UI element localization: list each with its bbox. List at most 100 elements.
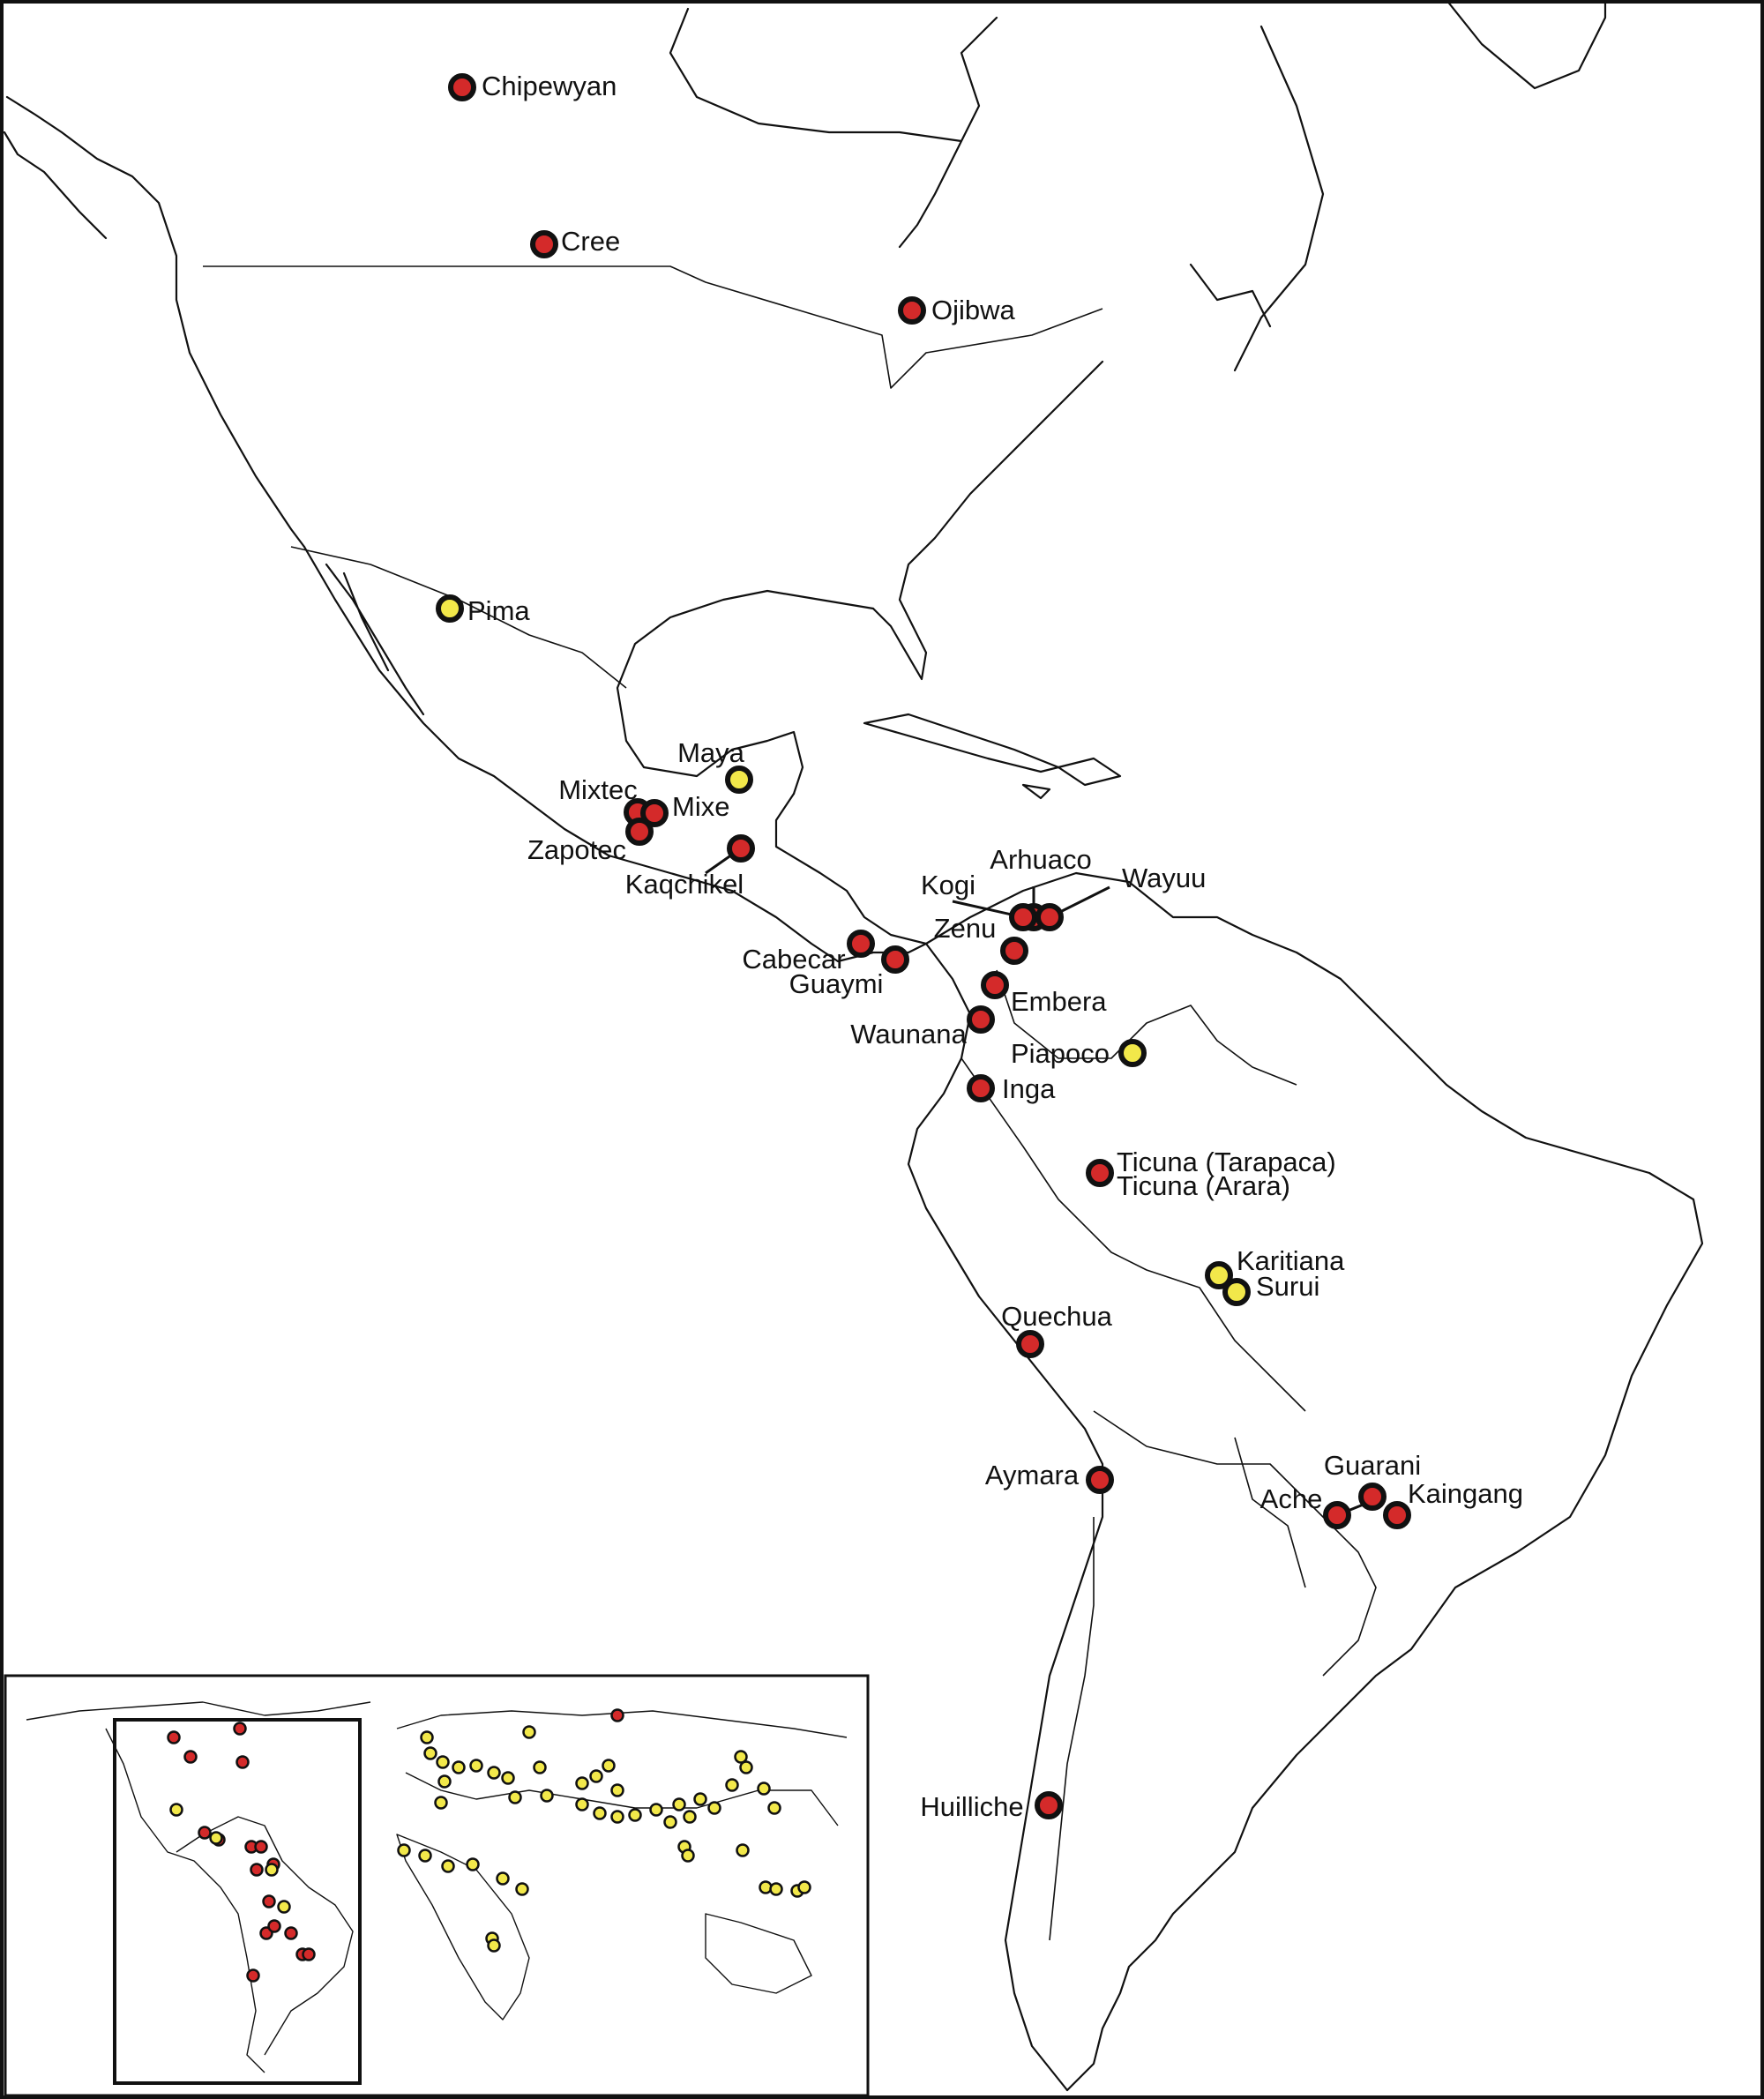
inset-point-yellow [734, 1750, 748, 1764]
inset-point-yellow [469, 1759, 483, 1773]
inset-point-yellow [418, 1849, 432, 1863]
label-wayuu: Wayuu [1122, 863, 1206, 893]
inset-point-red [262, 1894, 276, 1909]
inset-point-red [267, 1919, 281, 1933]
label-cree: Cree [561, 226, 620, 257]
coastlines [3, 0, 1704, 2092]
inset-point-red [610, 1708, 624, 1722]
inset-point-yellow [487, 1766, 501, 1780]
inset-point-yellow [725, 1778, 739, 1792]
inset-point-red [167, 1730, 181, 1744]
inset-world-map [4, 1674, 870, 2097]
inset-point-yellow [610, 1810, 624, 1824]
marker-mixe [640, 799, 669, 827]
inset-point-yellow [736, 1843, 750, 1857]
inset-point-yellow [496, 1871, 510, 1886]
inset-point-yellow [649, 1803, 663, 1817]
inset-point-yellow [693, 1792, 707, 1806]
marker-kaingang [1383, 1501, 1411, 1529]
inset-point-yellow [602, 1759, 616, 1773]
inset-point-yellow [501, 1771, 515, 1785]
label-kaqchikel: Kaqchikel [625, 869, 744, 900]
inset-point-yellow [277, 1900, 291, 1914]
marker-ticuna-tarapaca [1086, 1159, 1114, 1187]
inset-point-yellow [707, 1801, 721, 1815]
inset-highlight-box [113, 1718, 362, 2085]
inset-point-yellow [487, 1938, 501, 1953]
marker-zapotec [625, 818, 654, 846]
inset-point-yellow [769, 1882, 783, 1896]
marker-chipewyan [448, 73, 476, 101]
inset-point-yellow [466, 1857, 480, 1871]
inset-point-yellow [589, 1769, 603, 1783]
inset-point-yellow [739, 1760, 753, 1774]
marker-kogi [1009, 903, 1037, 931]
inset-point-yellow [757, 1782, 771, 1796]
marker-embera [981, 971, 1009, 999]
label-aymara: Aymara [985, 1460, 1080, 1490]
marker-waunana [967, 1005, 995, 1034]
label-guarani: Guarani [1324, 1450, 1421, 1481]
marker-inga [967, 1074, 995, 1102]
inset-point-yellow [683, 1810, 697, 1824]
inset-point-yellow [663, 1815, 677, 1829]
label-quechua: Quechua [1001, 1301, 1113, 1332]
inset-point-yellow [437, 1774, 452, 1789]
marker-quechua [1016, 1330, 1044, 1358]
inset-point-yellow [397, 1843, 411, 1857]
inset-point-red [198, 1826, 212, 1840]
marker-cabecar [847, 930, 875, 958]
inset-point-yellow [169, 1803, 183, 1817]
marker-aymara [1086, 1466, 1114, 1494]
inset-point-yellow [575, 1776, 589, 1790]
label-ache: Ache [1260, 1483, 1323, 1514]
label-ticuna-arara: Ticuna (Arara) [1117, 1170, 1290, 1201]
label-mixe: Mixe [672, 791, 729, 822]
inset-point-yellow [593, 1806, 607, 1820]
inset-point-yellow [672, 1797, 686, 1811]
label-embera: Embera [1011, 986, 1107, 1017]
inset-point-yellow [515, 1882, 529, 1896]
borders [203, 265, 1377, 1941]
inset-point-red [250, 1863, 264, 1877]
inset-point-red [254, 1840, 268, 1854]
inset-point-red [284, 1926, 298, 1940]
label-zapotec: Zapotec [527, 834, 626, 865]
marker-zenu [1000, 937, 1028, 965]
inset-point-yellow [575, 1797, 589, 1811]
inset-point-yellow [533, 1760, 547, 1774]
marker-guarani [1358, 1483, 1387, 1511]
inset-point-yellow [767, 1801, 781, 1815]
inset-point-yellow [436, 1755, 450, 1769]
marker-wayuu [1035, 903, 1064, 931]
inset-point-yellow [540, 1789, 554, 1803]
marker-cree [530, 230, 558, 258]
marker-ache [1323, 1501, 1351, 1529]
inset-point-yellow [681, 1849, 695, 1863]
inset-sample-points [167, 1708, 811, 1983]
inset-point-yellow [423, 1746, 437, 1760]
label-surui: Surui [1256, 1271, 1319, 1302]
inset-point-yellow [420, 1730, 434, 1744]
label-cabecar: Cabecar [742, 944, 845, 975]
marker-kaqchikel [727, 834, 755, 863]
label-chipewyan: Chipewyan [482, 71, 617, 101]
label-huilliche: Huilliche [920, 1791, 1023, 1822]
inset-point-yellow [508, 1790, 522, 1804]
marker-karitiana [1205, 1261, 1233, 1289]
inset-point-red [302, 1947, 316, 1961]
label-zenu: Zenu [934, 913, 997, 944]
label-guaymi: Guaymi [789, 968, 884, 999]
inset-point-yellow [209, 1831, 223, 1845]
inset-point-yellow [522, 1725, 536, 1739]
inset-point-yellow [610, 1783, 624, 1797]
label-arhuaco: Arhuaco [990, 844, 1091, 875]
label-maya: Maya [677, 737, 745, 768]
label-ojibwa: Ojibwa [931, 295, 1016, 325]
marker-guaymi [881, 945, 909, 974]
label-mixtec: Mixtec [558, 774, 638, 805]
inset-point-yellow [441, 1859, 455, 1873]
